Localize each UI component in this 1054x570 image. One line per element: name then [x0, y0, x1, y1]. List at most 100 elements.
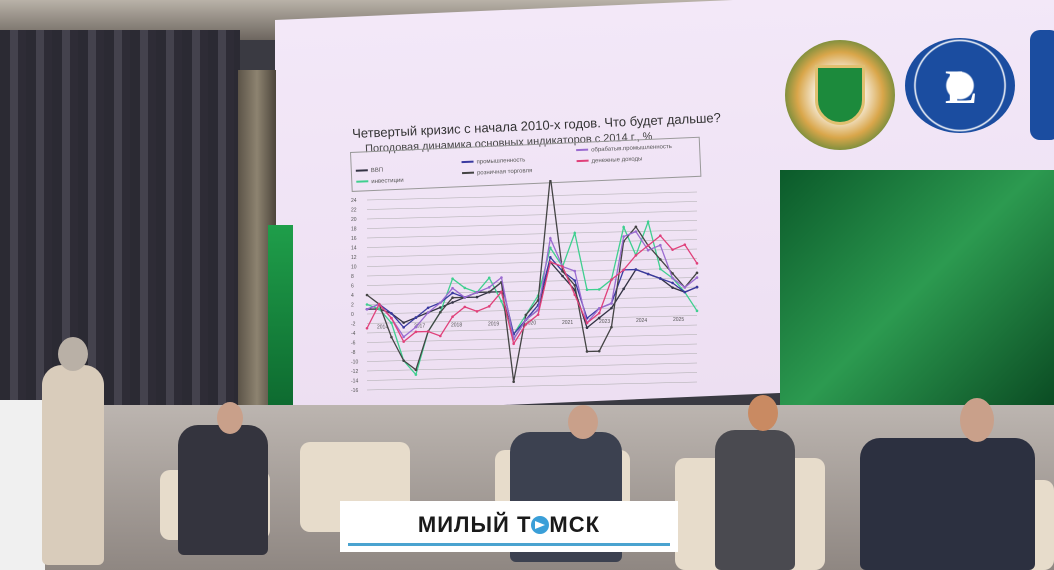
- gridline: [366, 362, 698, 372]
- data-point: [414, 368, 418, 372]
- data-point: [671, 281, 674, 285]
- panelist-head: [960, 398, 994, 442]
- gridline: [366, 296, 698, 305]
- data-point: [671, 272, 674, 275]
- y-tick-label: 18: [351, 227, 357, 233]
- data-point: [695, 262, 699, 265]
- data-point: [610, 302, 613, 305]
- y-tick-label: 22: [351, 208, 357, 214]
- panelist-person: [178, 425, 268, 555]
- series-line: [366, 234, 698, 346]
- y-tick-label: 16: [351, 236, 357, 242]
- x-tick-label: 2025: [673, 317, 684, 323]
- data-point: [634, 230, 638, 233]
- data-point: [695, 276, 699, 279]
- y-tick-label: 0: [351, 312, 354, 318]
- y-tick-label: -4: [351, 331, 356, 337]
- data-point: [500, 299, 503, 303]
- data-point: [597, 288, 601, 291]
- y-tick-label: 2: [351, 303, 354, 309]
- data-point: [646, 272, 650, 276]
- data-point: [573, 231, 577, 235]
- gridline: [366, 277, 698, 286]
- legend-item: ВВП: [355, 168, 383, 175]
- gridline: [366, 201, 698, 210]
- gridline: [366, 334, 698, 343]
- data-point: [561, 265, 564, 268]
- data-point: [622, 287, 625, 291]
- legend-item: обрабатыв.промышленность: [576, 144, 672, 154]
- data-point: [390, 316, 393, 320]
- data-point: [414, 325, 418, 329]
- data-point: [451, 301, 454, 304]
- data-point: [622, 225, 625, 229]
- data-point: [573, 279, 577, 282]
- data-point: [659, 277, 662, 280]
- data-point: [451, 291, 454, 295]
- panelist-person: [860, 438, 1035, 570]
- data-point: [671, 248, 674, 251]
- data-point: [451, 296, 454, 299]
- data-point: [439, 306, 442, 309]
- data-point: [573, 283, 577, 287]
- data-point: [597, 307, 601, 310]
- data-point: [487, 305, 491, 308]
- data-point: [549, 237, 552, 240]
- panelist-person: [715, 430, 795, 570]
- y-tick-label: 24: [351, 198, 357, 204]
- panelist-head: [748, 395, 778, 431]
- data-point: [377, 307, 381, 311]
- data-point: [426, 311, 430, 314]
- data-point: [414, 316, 418, 319]
- data-point: [402, 321, 405, 324]
- data-point: [561, 270, 564, 273]
- data-point: [475, 291, 479, 294]
- y-tick-label: -2: [351, 322, 356, 328]
- series-line: [366, 255, 698, 336]
- data-point: [463, 296, 467, 299]
- gridline: [366, 372, 698, 381]
- data-point: [365, 293, 369, 297]
- data-point: [549, 256, 552, 259]
- data-point: [683, 290, 687, 294]
- data-point: [585, 350, 589, 353]
- data-point: [475, 310, 479, 313]
- horse-shield-icon: [815, 65, 865, 125]
- y-tick-label: -14: [351, 379, 358, 385]
- stage-curtain: [0, 30, 240, 450]
- data-point: [659, 267, 662, 271]
- data-point: [365, 307, 369, 311]
- data-point: [487, 286, 491, 289]
- x-tick-label: 2024: [636, 318, 647, 324]
- telegram-icon: [531, 516, 550, 534]
- data-point: [402, 340, 405, 343]
- data-point: [634, 225, 638, 229]
- x-tick-label: 2020: [525, 321, 536, 327]
- y-tick-label: 14: [351, 246, 357, 252]
- y-tick-label: 8: [351, 274, 354, 280]
- y-tick-label: 6: [351, 284, 354, 290]
- data-point: [414, 373, 418, 376]
- gridline: [366, 286, 698, 296]
- data-point: [610, 325, 613, 329]
- data-point: [365, 326, 369, 330]
- data-point: [463, 286, 467, 290]
- x-tick-label: 2014: [377, 324, 388, 330]
- gridline: [366, 267, 698, 277]
- data-point: [500, 276, 503, 279]
- data-point: [426, 330, 430, 333]
- gridline: [366, 191, 698, 201]
- data-point: [377, 302, 381, 306]
- channel-caption: МИЛЫЙ Т МСК: [340, 501, 678, 552]
- y-tick-label: 10: [351, 265, 357, 271]
- green-panel-right: [780, 170, 1054, 410]
- data-point: [597, 311, 601, 315]
- data-point: [695, 271, 699, 275]
- data-point: [524, 318, 528, 321]
- data-point: [585, 288, 589, 292]
- data-point: [439, 301, 442, 305]
- data-point: [402, 335, 405, 339]
- data-point: [597, 316, 601, 320]
- panelist-head: [217, 402, 243, 434]
- gridline: [366, 229, 698, 239]
